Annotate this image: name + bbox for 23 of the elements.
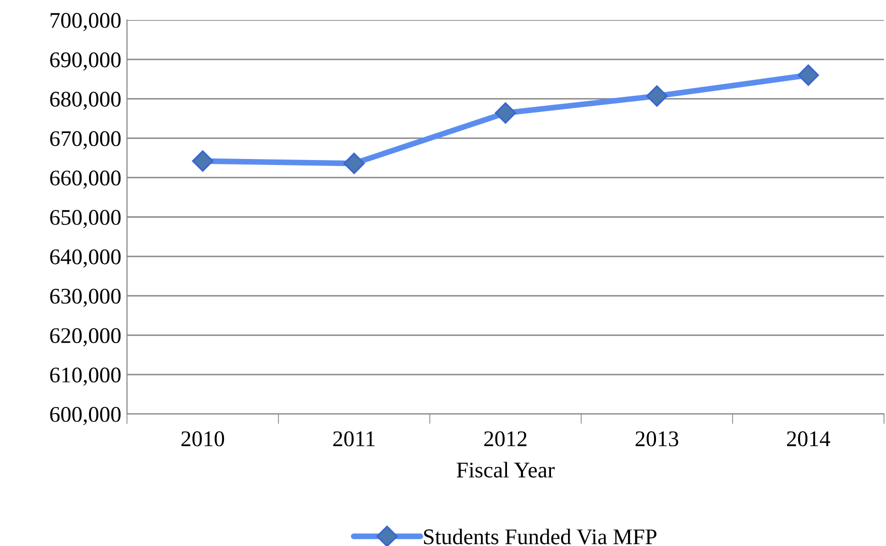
y-tick-label: 640,000 <box>50 249 121 268</box>
point <box>646 85 668 107</box>
y-tick-label: 700,000 <box>50 12 121 32</box>
point <box>192 150 214 172</box>
point <box>494 102 516 124</box>
x-tick-label: 2013 <box>636 431 678 446</box>
x-tick-label: 2011 <box>333 431 375 446</box>
y-tick-label: 620,000 <box>50 328 121 346</box>
x-axis-title: Fiscal Year <box>456 462 555 478</box>
y-tick-label: 600,000 <box>50 406 121 426</box>
y-tick-label: 690,000 <box>50 52 121 71</box>
point <box>798 64 819 86</box>
y-tick-label: 630,000 <box>50 288 121 307</box>
point <box>343 152 365 174</box>
y-tick-label: 660,000 <box>50 170 121 189</box>
y-tick-label: 610,000 <box>50 368 121 386</box>
x-tick-label: 2010 <box>181 431 224 446</box>
x-tick-label: 2014 <box>787 431 830 446</box>
y-tick-label: 650,000 <box>50 210 121 228</box>
x-tick-label: 2012 <box>484 431 526 446</box>
legend-label: Students Funded Via MFP <box>424 528 656 544</box>
y-tick-label: 680,000 <box>50 92 121 110</box>
y-tick-label: 670,000 <box>50 131 121 150</box>
